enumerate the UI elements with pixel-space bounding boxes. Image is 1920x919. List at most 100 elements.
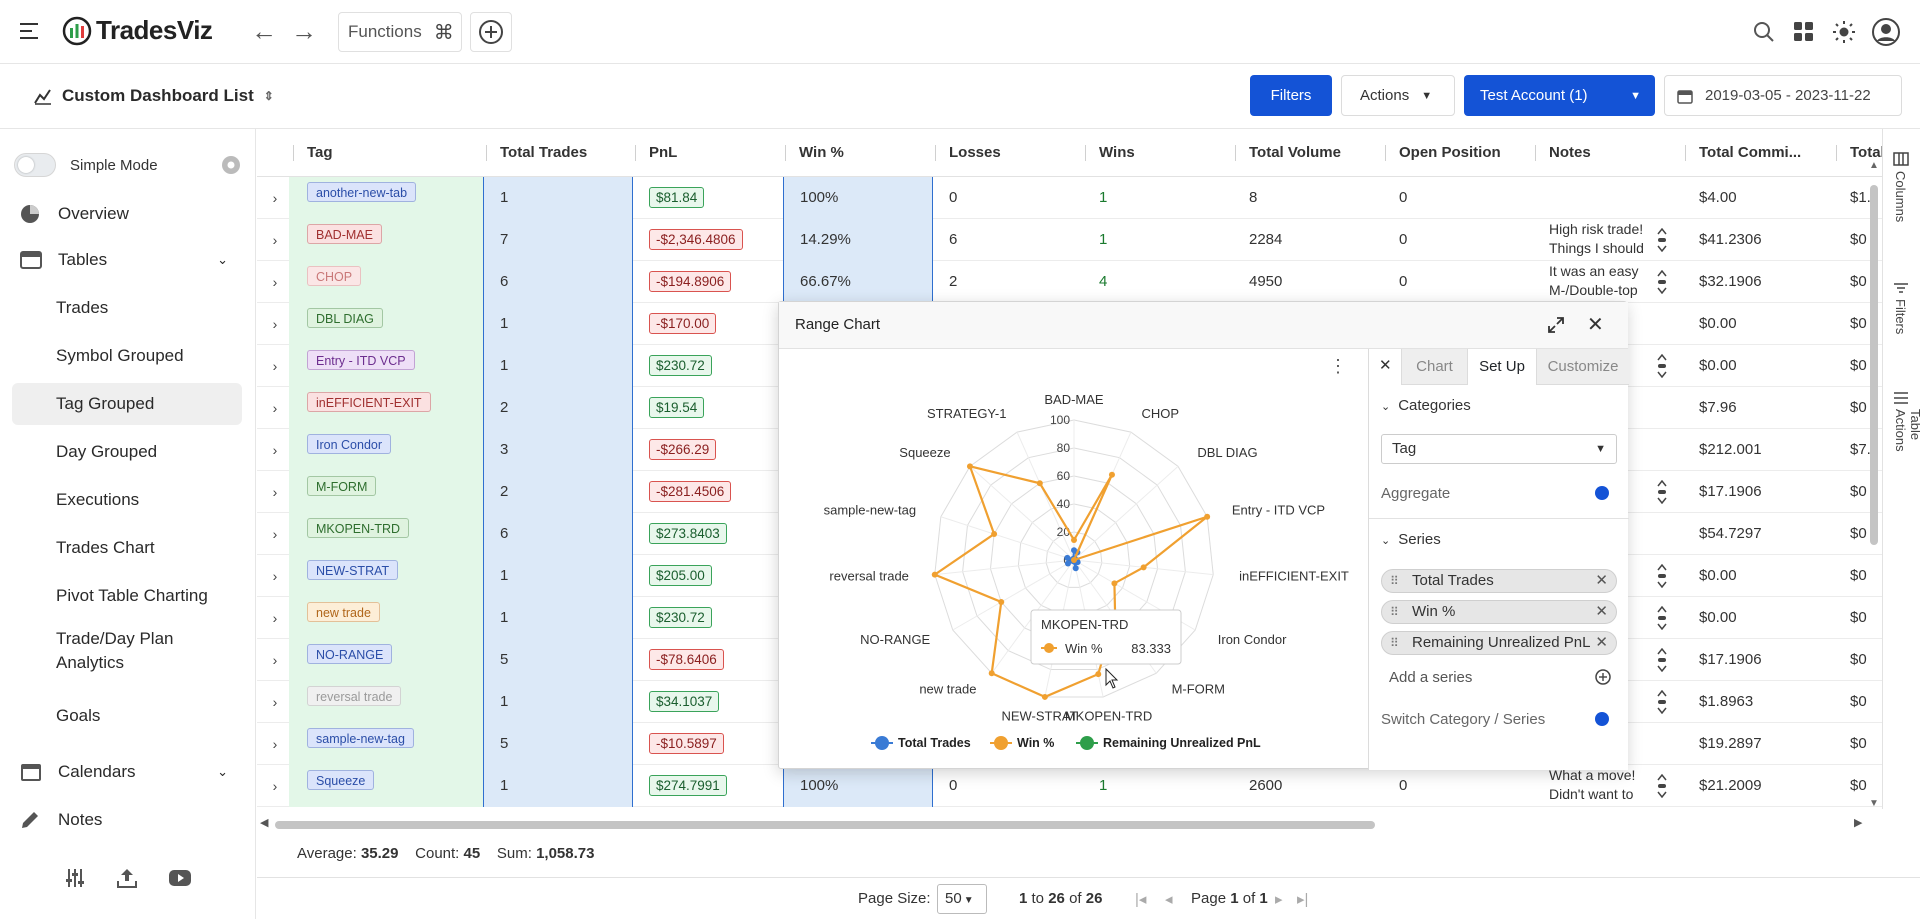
total-volume-cell[interactable]: 8 <box>1249 189 1258 206</box>
add-function-button[interactable] <box>470 12 512 52</box>
note-scroll-icon[interactable] <box>1657 269 1667 295</box>
note-scroll-icon[interactable] <box>1657 689 1667 715</box>
settings-gear-icon[interactable] <box>220 154 242 176</box>
tag-cell[interactable]: DBL DIAG <box>289 303 483 345</box>
total-commission-cell[interactable]: $17.1906 <box>1699 483 1762 500</box>
scroll-right-icon[interactable]: ▶ <box>1854 817 1863 829</box>
win-pct-cell[interactable]: 100% <box>783 765 933 807</box>
expand-row-icon[interactable]: › <box>272 610 278 626</box>
total-trades-cell[interactable]: 1 <box>483 597 633 639</box>
losses-cell[interactable]: 0 <box>949 189 958 206</box>
notes-cell[interactable]: It was an easy M-/Double-top <box>1549 263 1639 298</box>
series-section-header[interactable]: ⌄ Series <box>1381 531 1441 548</box>
close-icon[interactable]: ✕ <box>1587 314 1604 336</box>
sidebar-item-overview[interactable]: Overview <box>12 193 242 235</box>
total-trades-cell[interactable]: 1 <box>483 555 633 597</box>
category-select[interactable]: Tag ▼ <box>1381 434 1617 464</box>
total-cell[interactable]: $0 <box>1850 609 1867 626</box>
note-scroll-icon[interactable] <box>1657 479 1667 505</box>
total-trades-cell[interactable]: 5 <box>483 639 633 681</box>
expand-row-icon[interactable]: › <box>272 232 278 248</box>
note-scroll-icon[interactable] <box>1657 647 1667 673</box>
filters-button[interactable]: Filters <box>1250 75 1332 116</box>
sidebar-item-tables[interactable]: Tables ⌄ <box>12 239 242 281</box>
win-pct-cell[interactable]: 100% <box>783 177 933 219</box>
total-volume-cell[interactable]: 2284 <box>1249 231 1283 248</box>
total-cell[interactable]: $0 <box>1850 273 1867 290</box>
note-scroll-icon[interactable] <box>1657 773 1667 799</box>
expand-row-icon[interactable]: › <box>272 778 278 794</box>
aggregate-toggle[interactable] <box>1595 486 1609 500</box>
tag-cell[interactable]: Iron Condor <box>289 429 483 471</box>
total-trades-cell[interactable]: 1 <box>483 303 633 345</box>
search-icon[interactable] <box>1752 20 1776 44</box>
expand-row-icon[interactable]: › <box>272 442 278 458</box>
pnl-cell[interactable]: $230.72 <box>633 597 783 639</box>
add-series-button[interactable]: Add a series <box>1389 669 1473 686</box>
remove-icon[interactable]: ✕ <box>1595 634 1608 651</box>
tag-cell[interactable]: BAD-MAE <box>289 219 483 261</box>
sidebar-item-executions[interactable]: Executions <box>56 490 140 509</box>
account-selector[interactable]: Test Account (1) ▼ <box>1464 75 1655 116</box>
tag-cell[interactable]: reversal trade <box>289 681 483 723</box>
total-commission-cell[interactable]: $0.00 <box>1699 357 1737 374</box>
plus-circle-icon[interactable] <box>1595 669 1611 685</box>
page-size-select[interactable]: 50 ▼ <box>937 884 987 914</box>
column-header[interactable]: Total <box>1850 144 1885 161</box>
pnl-cell[interactable]: $205.00 <box>633 555 783 597</box>
losses-cell[interactable]: 0 <box>949 777 958 794</box>
chart-menu-icon[interactable]: ⋮ <box>1329 356 1347 376</box>
filters-tab[interactable]: Filters <box>1893 281 1909 334</box>
sidebar-item-symbol-grouped[interactable]: Symbol Grouped <box>56 346 184 365</box>
scroll-up-icon[interactable]: ▲ <box>1869 160 1879 171</box>
total-cell[interactable]: $1. <box>1850 189 1871 206</box>
pnl-cell[interactable]: $230.72 <box>633 345 783 387</box>
column-header[interactable]: Win % <box>799 144 844 161</box>
pnl-cell[interactable]: -$170.00 <box>633 303 783 345</box>
tag-cell[interactable]: inEFFICIENT-EXIT <box>289 387 483 429</box>
wins-cell[interactable]: 1 <box>1099 189 1108 206</box>
total-commission-cell[interactable]: $21.2009 <box>1699 777 1762 794</box>
total-cell[interactable]: $0 <box>1850 483 1867 500</box>
column-header[interactable]: Total Volume <box>1249 144 1341 161</box>
total-cell[interactable]: $0 <box>1850 651 1867 668</box>
sidebar-item-pivot-table-charting[interactable]: Pivot Table Charting <box>56 586 208 605</box>
losses-cell[interactable]: 6 <box>949 231 958 248</box>
expand-row-icon[interactable]: › <box>272 274 278 290</box>
total-cell[interactable]: $0 <box>1850 525 1867 542</box>
total-commission-cell[interactable]: $4.00 <box>1699 189 1737 206</box>
total-trades-cell[interactable]: 5 <box>483 723 633 765</box>
wins-cell[interactable]: 4 <box>1099 273 1108 290</box>
upload-icon[interactable] <box>116 867 138 889</box>
total-commission-cell[interactable]: $17.1906 <box>1699 651 1762 668</box>
total-cell[interactable]: $0 <box>1850 693 1867 710</box>
notes-cell[interactable]: What a move! Didn't want to <box>1549 767 1636 802</box>
sidebar-item-notes[interactable]: Notes <box>12 799 242 841</box>
pnl-cell[interactable]: $19.54 <box>633 387 783 429</box>
open-position-cell[interactable]: 0 <box>1399 777 1408 794</box>
back-arrow-icon[interactable]: ← <box>251 16 277 46</box>
total-trades-cell[interactable]: 1 <box>483 177 633 219</box>
menu-icon[interactable] <box>20 22 42 40</box>
horizontal-scrollbar[interactable]: ◀ ▶ <box>257 817 1897 832</box>
apps-grid-icon[interactable] <box>1792 20 1816 44</box>
actions-button[interactable]: Actions ▼ <box>1341 75 1455 116</box>
forward-arrow-icon[interactable]: → <box>291 16 317 46</box>
theme-sun-icon[interactable] <box>1832 20 1856 44</box>
open-position-cell[interactable]: 0 <box>1399 231 1408 248</box>
total-commission-cell[interactable]: $1.8963 <box>1699 693 1754 710</box>
pnl-cell[interactable]: -$2,346.4806 <box>633 219 783 261</box>
tab-customize[interactable]: Customize <box>1537 349 1629 385</box>
series-chip[interactable]: ⠿ Total Trades ✕ <box>1381 569 1617 593</box>
table-actions-tab[interactable]: Table Actions <box>1893 391 1920 452</box>
expand-row-icon[interactable]: › <box>272 190 278 206</box>
tag-cell[interactable]: Squeeze <box>289 765 483 807</box>
wins-cell[interactable]: 1 <box>1099 777 1108 794</box>
total-cell[interactable]: $0 <box>1850 777 1867 794</box>
expand-row-icon[interactable]: › <box>272 652 278 668</box>
remove-icon[interactable]: ✕ <box>1595 572 1608 589</box>
last-page-icon[interactable]: ▸| <box>1297 891 1309 908</box>
pnl-cell[interactable]: $81.84 <box>633 177 783 219</box>
categories-section-header[interactable]: ⌄ Categories <box>1381 397 1471 414</box>
note-scroll-icon[interactable] <box>1657 227 1667 253</box>
